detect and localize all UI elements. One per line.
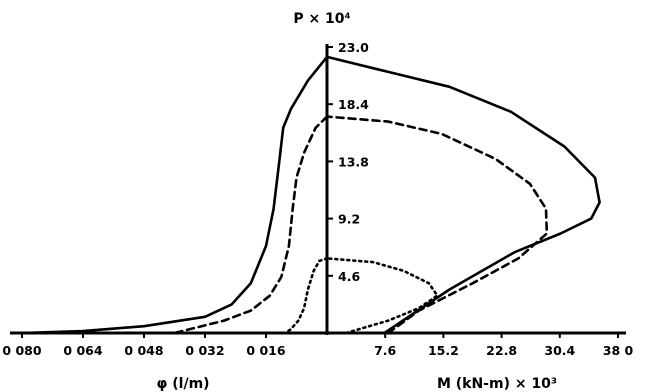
m-tick-label: 7.6 bbox=[374, 343, 396, 358]
p-axis-title: P × 10⁴ bbox=[293, 11, 350, 27]
solid-curvature-curve bbox=[20, 55, 329, 335]
dotted-curvature-curve bbox=[283, 257, 329, 335]
p-tick-label: 23.0 bbox=[338, 40, 369, 55]
phi-tick-label: 0 064 bbox=[63, 343, 102, 358]
dotted-moment-curve bbox=[325, 257, 439, 335]
p-tick-label: 18.4 bbox=[338, 97, 369, 112]
m-tick-label: 22.8 bbox=[486, 343, 517, 358]
phi-tick-label: 0 032 bbox=[185, 343, 224, 358]
p-tick-label: 4.6 bbox=[338, 269, 360, 284]
m-tick-label: 15.2 bbox=[428, 343, 459, 358]
phi-tick-label: 0 016 bbox=[246, 343, 285, 358]
tick-layer: 4.6 9.2 13.8 18.4 23.0 0 080 0 064 0 048 0 032 0 … bbox=[2, 40, 633, 358]
phi-axis-title: φ (l/m) bbox=[156, 376, 209, 392]
dashed-moment-curve bbox=[325, 115, 549, 335]
solid-moment-curve bbox=[325, 55, 601, 335]
m-axis-title: M (kN-m) × 10³ bbox=[437, 376, 557, 392]
phi-tick-label: 0 048 bbox=[124, 343, 163, 358]
dashed-curvature-curve bbox=[173, 115, 329, 335]
m-tick-label: 30.4 bbox=[544, 343, 575, 358]
p-tick-label: 9.2 bbox=[338, 212, 360, 227]
p-tick-label: 13.8 bbox=[338, 154, 369, 169]
phi-tick-label: 0 080 bbox=[2, 343, 41, 358]
curve-layer bbox=[20, 55, 601, 335]
m-tick-label: 38 0 bbox=[603, 343, 634, 358]
